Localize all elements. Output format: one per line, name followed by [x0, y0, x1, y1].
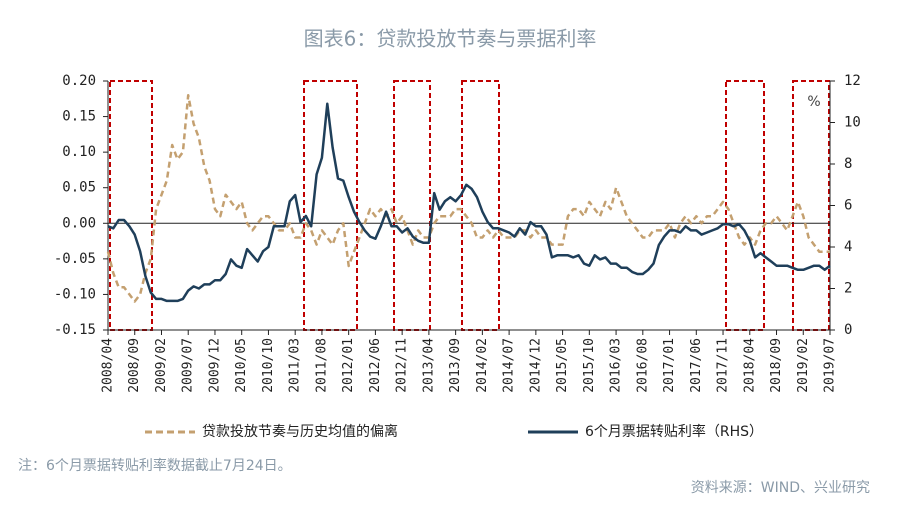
y-tick-label: -0.15: [54, 322, 96, 338]
x-tick-label: 2016/03: [609, 338, 624, 393]
x-tick-label: 2018/04: [742, 338, 757, 393]
y2-tick-label: 12: [844, 73, 861, 89]
x-tick-label: 2009/07: [181, 338, 196, 393]
y2-tick-label: 10: [844, 115, 861, 131]
y2-tick-label: 2: [844, 281, 852, 297]
x-tick-label: 2014/02: [475, 338, 490, 393]
x-tick-label: 2015/10: [582, 338, 597, 393]
y2-tick-label: 0: [844, 322, 852, 338]
x-tick-label: 2019/07: [823, 338, 838, 393]
highlight-box: [725, 80, 765, 331]
y2-tick-label: 4: [844, 239, 852, 255]
x-tick-label: 2014/07: [502, 338, 517, 393]
x-tick-label: 2009/12: [207, 338, 222, 393]
y-tick-label: 0.05: [62, 180, 96, 196]
legend-label: 贷款投放节奏与历史均值的偏离: [202, 423, 398, 440]
highlight-box: [303, 80, 358, 331]
y-tick-label: 0.15: [62, 109, 96, 125]
x-tick-label: 2018/09: [769, 338, 784, 393]
y-tick-label: -0.10: [54, 286, 96, 302]
x-tick-label: 2012/11: [395, 338, 410, 393]
highlight-box: [792, 80, 830, 331]
y2-tick-label: 6: [844, 198, 852, 214]
x-tick-label: 2013/04: [421, 338, 436, 393]
legend-label: 6个月票据转贴利率（RHS）: [585, 423, 763, 440]
y2-tick-label: 8: [844, 156, 852, 172]
x-tick-label: 2013/09: [448, 338, 463, 393]
note: 注：6个月票据转贴利率数据截止7月24日。: [18, 457, 292, 474]
chart-title: 图表6：贷款投放节奏与票据利率: [304, 27, 597, 51]
y-tick-label: 0.10: [62, 144, 96, 160]
source: 资料来源：WIND、兴业研究: [691, 480, 870, 496]
x-tick-label: 2012/06: [368, 338, 383, 393]
x-tick-label: 2014/12: [528, 338, 543, 393]
y-tick-label: 0.20: [62, 73, 96, 89]
x-tick-label: 2008/09: [127, 338, 142, 393]
series-line: [106, 93, 830, 303]
x-tick-label: 2011/08: [314, 338, 329, 393]
x-tick-label: 2012/01: [341, 338, 356, 393]
y-tick-label: 0.00: [62, 215, 96, 231]
x-tick-label: 2019/02: [796, 338, 811, 393]
x-tick-label: 2009/02: [154, 338, 169, 393]
x-tick-label: 2017/01: [662, 338, 677, 393]
x-tick-label: 2010/05: [234, 338, 249, 393]
x-tick-label: 2008/04: [101, 338, 116, 393]
x-tick-label: 2016/08: [635, 338, 650, 393]
series-line: [107, 102, 831, 303]
highlight-box: [393, 80, 431, 331]
x-tick-label: 2011/03: [288, 338, 303, 393]
x-tick-label: 2017/11: [716, 338, 731, 393]
highlight-box: [109, 80, 153, 331]
y-tick-label: -0.05: [54, 251, 96, 267]
x-tick-label: 2010/10: [261, 338, 276, 393]
y2-unit: %: [807, 94, 820, 110]
x-tick-label: 2015/05: [555, 338, 570, 393]
x-tick-label: 2017/06: [689, 338, 704, 393]
